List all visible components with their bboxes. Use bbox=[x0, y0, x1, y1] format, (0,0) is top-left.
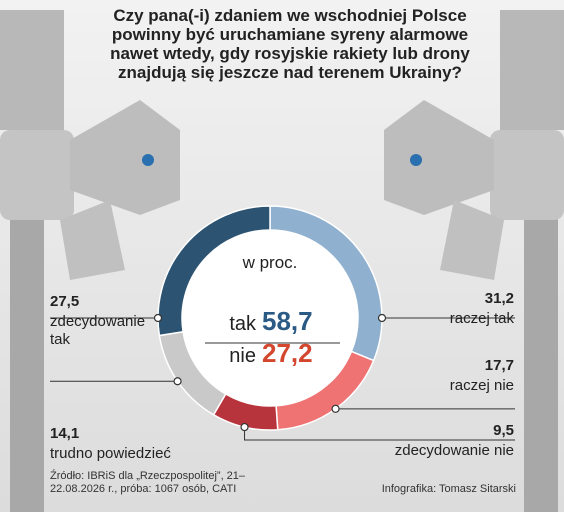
title: Czy pana(-i) zdaniem we wschodniej Polsc… bbox=[110, 6, 470, 82]
summary-value: 58,7 bbox=[262, 306, 313, 336]
category-label: raczej tak bbox=[449, 310, 514, 327]
value-label: 27,5 bbox=[50, 293, 80, 310]
value-label: 9,5 bbox=[493, 422, 514, 439]
leader-dot bbox=[240, 422, 249, 432]
category-label: raczej nie bbox=[449, 377, 514, 394]
subtitle: w proc. bbox=[242, 253, 298, 272]
summary-value: 27,2 bbox=[262, 338, 313, 368]
category-label: trudno powiedzieć bbox=[50, 445, 171, 462]
value-label: 14,1 bbox=[50, 425, 80, 442]
summary-name: tak bbox=[229, 313, 257, 335]
leader-dot bbox=[173, 377, 182, 386]
leader-dot bbox=[331, 404, 340, 413]
value-label: 31,2 bbox=[484, 290, 514, 307]
category-label: zdecydowanie tak bbox=[50, 313, 146, 348]
leader-line bbox=[244, 427, 515, 441]
donut-segment bbox=[157, 205, 271, 337]
siren-right bbox=[384, 10, 564, 512]
summary-name: nie bbox=[229, 345, 256, 367]
donut-center: w proc. tak 58,7 nie 27,2 bbox=[205, 253, 340, 368]
leader-dot bbox=[153, 313, 163, 323]
leader-dot bbox=[377, 313, 387, 323]
donut-background bbox=[158, 206, 382, 430]
value-label: 17,7 bbox=[484, 357, 514, 374]
source: Źródło: IBRiS dla „Rzeczpospolitej”, 21–… bbox=[50, 470, 246, 495]
category-label: zdecydowanie nie bbox=[394, 442, 514, 459]
siren-left bbox=[0, 10, 180, 512]
credit: Infografika: Tomasz Sitarski bbox=[381, 483, 516, 495]
